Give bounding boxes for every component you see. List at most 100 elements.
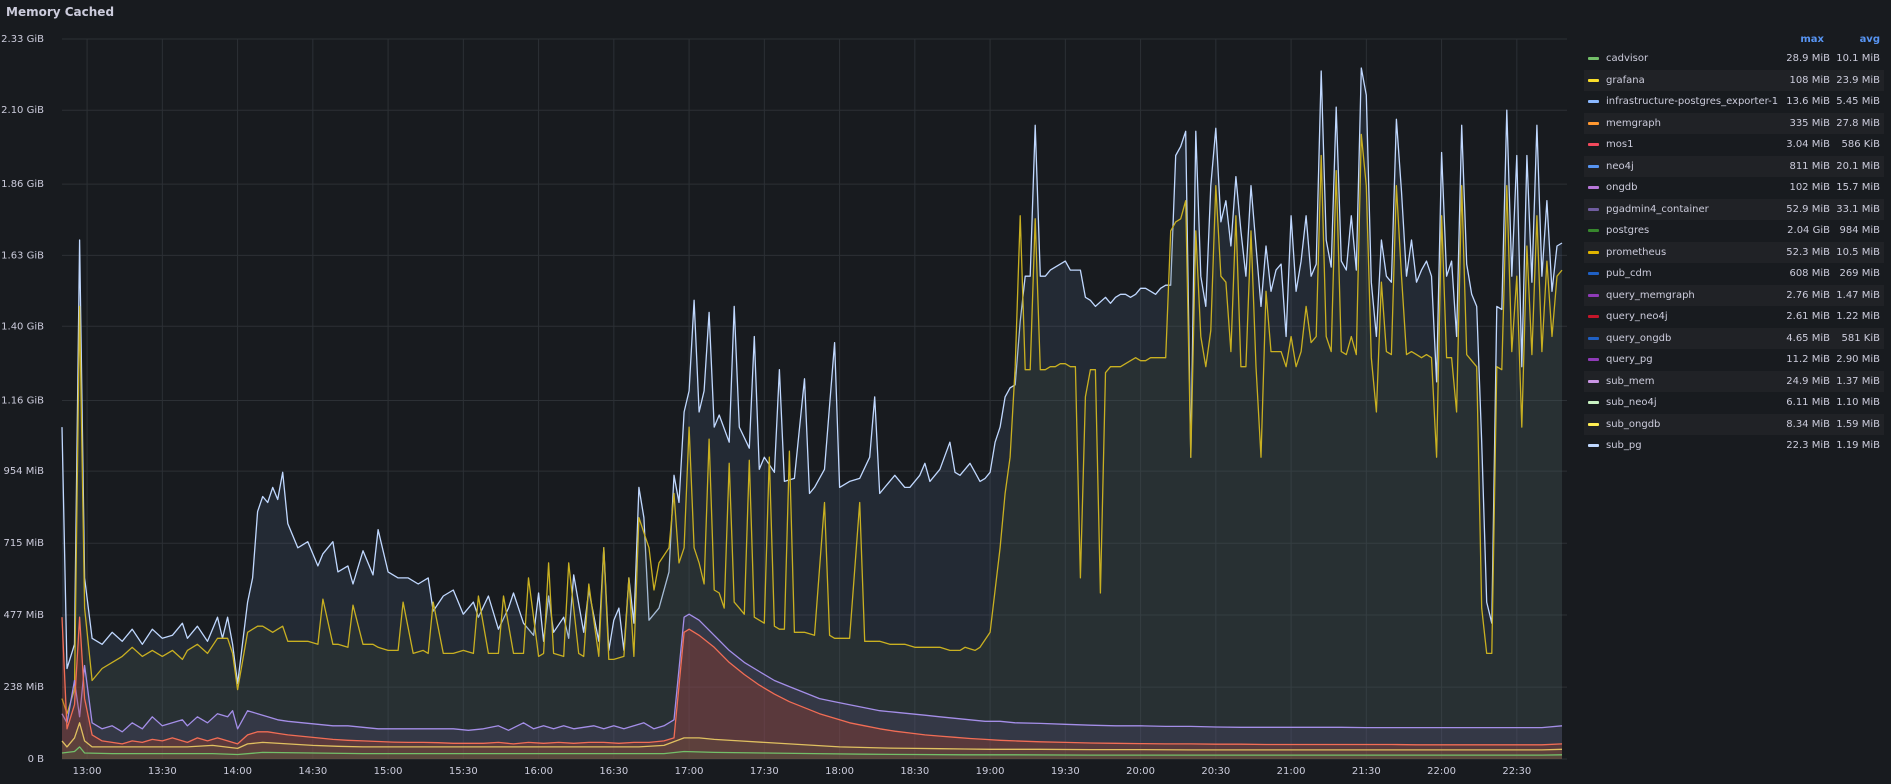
legend-item-query_memgraph[interactable]: query_memgraph 2.76 MiB 1.47 MiB: [1584, 284, 1884, 306]
legend-series-name[interactable]: cadvisor: [1606, 53, 1649, 64]
x-tick-label: 13:30: [148, 766, 177, 777]
legend-avg-value: 20.1 MiB: [1836, 160, 1880, 172]
legend-item-pgadmin4_container[interactable]: pgadmin4_container 52.9 MiB 33.1 MiB: [1584, 198, 1884, 220]
legend-series-name[interactable]: query_neo4j: [1606, 311, 1668, 322]
legend-series-name[interactable]: sub_pg: [1606, 440, 1642, 451]
legend-series-name[interactable]: query_pg: [1606, 354, 1653, 365]
series-area-postgres: [62, 134, 1562, 759]
legend-item-grafana[interactable]: grafana 108 MiB 23.9 MiB: [1584, 69, 1884, 91]
series-color-swatch: [1588, 250, 1599, 254]
x-tick-label: 20:30: [1201, 766, 1230, 777]
legend-item-neo4j[interactable]: neo4j 811 MiB 20.1 MiB: [1584, 155, 1884, 177]
x-tick-label: 13:00: [73, 766, 102, 777]
y-tick-label: 1.40 GiB: [1, 321, 44, 332]
legend-max-value: 24.9 MiB: [1786, 375, 1830, 387]
series-color-swatch: [1588, 207, 1599, 211]
legend-item-cadvisor[interactable]: cadvisor 28.9 MiB 10.1 MiB: [1584, 48, 1884, 70]
series-color-swatch: [1588, 164, 1599, 168]
legend-avg-value: 15.7 MiB: [1836, 182, 1880, 193]
legend-series-name[interactable]: grafana: [1606, 74, 1645, 86]
legend-header-max[interactable]: max: [1800, 34, 1824, 45]
x-axis: 13:00 13:30 14:00 14:30 15:00 15:30 16:00 16:30…: [73, 766, 1532, 777]
x-tick-label: 15:30: [449, 766, 478, 777]
panel-title[interactable]: Memory Cached: [6, 5, 115, 19]
legend-avg-value: 33.1 MiB: [1836, 203, 1880, 215]
legend-item-query_pg[interactable]: query_pg 11.2 MiB 2.90 MiB: [1584, 349, 1884, 371]
legend-max-value: 52.3 MiB: [1786, 246, 1830, 258]
legend-series-name[interactable]: sub_mem: [1606, 375, 1655, 387]
legend-item-query_ongdb[interactable]: query_ongdb 4.65 MiB 581 KiB: [1584, 327, 1884, 349]
legend-series-name[interactable]: pub_cdm: [1606, 268, 1652, 279]
x-tick-label: 22:00: [1427, 766, 1456, 777]
legend-item-postgres[interactable]: postgres 2.04 GiB 984 MiB: [1584, 220, 1884, 242]
legend-series-name[interactable]: neo4j: [1606, 160, 1634, 172]
legend-series-name[interactable]: ongdb: [1606, 182, 1638, 193]
series-line-pgadmin4_container[interactable]: [61, 613, 1563, 733]
series-line-postgres[interactable]: [61, 133, 1563, 715]
legend-item-sub_ongdb[interactable]: sub_ongdb 8.34 MiB 1.59 MiB: [1584, 413, 1884, 435]
legend-series-name[interactable]: sub_neo4j: [1606, 397, 1657, 408]
x-tick-label: 18:30: [900, 766, 929, 777]
legend-item-sub_pg[interactable]: sub_pg 22.3 MiB 1.19 MiB: [1584, 435, 1884, 457]
series-line-cadvisor[interactable]: [61, 746, 1563, 756]
y-tick-label: 2.33 GiB: [1, 34, 44, 45]
y-tick-label: 1.63 GiB: [1, 250, 44, 261]
legend-avg-value: 23.9 MiB: [1836, 74, 1880, 86]
y-tick-label: 477 MiB: [3, 610, 44, 621]
legend-avg-value: 5.45 MiB: [1836, 96, 1880, 107]
legend-avg-value: 581 KiB: [1841, 332, 1880, 344]
series-color-swatch: [1588, 100, 1599, 103]
series-color-swatch: [1588, 358, 1599, 361]
legend-item-sub_mem[interactable]: sub_mem 24.9 MiB 1.37 MiB: [1584, 370, 1884, 392]
legend-item-mos1[interactable]: mos1 3.04 MiB 586 KiB: [1584, 134, 1884, 156]
series-color-swatch: [1588, 401, 1599, 404]
legend-item-prometheus[interactable]: prometheus 52.3 MiB 10.5 MiB: [1584, 241, 1884, 263]
legend-max-value: 2.04 GiB: [1787, 225, 1830, 236]
legend-item-ongdb[interactable]: ongdb 102 MiB 15.7 MiB: [1584, 177, 1884, 199]
legend-series-name[interactable]: infrastructure-postgres_exporter-1: [1606, 96, 1779, 107]
legend-max-value: 52.9 MiB: [1786, 203, 1830, 215]
legend-max-value: 102 MiB: [1789, 182, 1830, 193]
legend-series-name[interactable]: prometheus: [1606, 246, 1667, 258]
legend-header: max avg: [1584, 34, 1884, 48]
series-line-pub_cdm[interactable]: [61, 67, 1563, 685]
legend-max-value: 2.61 MiB: [1786, 311, 1830, 322]
legend-series-name[interactable]: pgadmin4_container: [1606, 203, 1709, 215]
series-color-swatch: [1588, 379, 1599, 383]
legend-series-name[interactable]: memgraph: [1606, 117, 1661, 129]
y-tick-label: 238 MiB: [3, 682, 44, 693]
y-tick-label: 1.16 GiB: [1, 396, 44, 407]
legend-avg-value: 1.19 MiB: [1836, 440, 1880, 451]
y-tick-label: 954 MiB: [3, 466, 44, 477]
legend-series-name[interactable]: sub_ongdb: [1606, 418, 1661, 430]
legend-item-infrastructure-postgres_exporter-1[interactable]: infrastructure-postgres_exporter-1 13.6 M…: [1584, 91, 1884, 113]
legend-avg-value: 1.47 MiB: [1836, 289, 1880, 301]
series-line-grafana[interactable]: [61, 722, 1563, 751]
series-line-memgraph[interactable]: [61, 616, 1563, 746]
legend-item-sub_neo4j[interactable]: sub_neo4j 6.11 MiB 1.10 MiB: [1584, 392, 1884, 414]
legend-max-value: 8.34 MiB: [1786, 418, 1830, 430]
legend-item-memgraph[interactable]: memgraph 335 MiB 27.8 MiB: [1584, 112, 1884, 134]
legend-item-query_neo4j[interactable]: query_neo4j 2.61 MiB 1.22 MiB: [1584, 306, 1884, 328]
y-tick-label: 2.10 GiB: [1, 105, 44, 116]
legend-avg-value: 1.37 MiB: [1836, 375, 1880, 387]
legend-series-name[interactable]: mos1: [1606, 139, 1634, 150]
legend-series-name[interactable]: postgres: [1606, 225, 1650, 236]
legend-series-name[interactable]: query_ongdb: [1606, 332, 1672, 344]
legend-table: max avg cadvisor 28.9 MiB 10.1 MiB grafana 1…: [1584, 34, 1884, 457]
legend-avg-value: 2.90 MiB: [1836, 354, 1880, 365]
x-tick-label: 14:30: [298, 766, 327, 777]
x-tick-label: 22:30: [1502, 766, 1531, 777]
legend-series-name[interactable]: query_memgraph: [1606, 289, 1695, 301]
legend-max-value: 608 MiB: [1789, 268, 1830, 279]
time-series-plot[interactable]: 0 B 238 MiB 477 MiB 715 MiB 954 MiB 1.16 GiB 1…: [0, 0, 1580, 784]
legend-max-value: 22.3 MiB: [1786, 440, 1830, 451]
y-tick-label: 715 MiB: [3, 538, 44, 549]
legend-avg-value: 1.22 MiB: [1836, 311, 1880, 322]
legend-header-avg[interactable]: avg: [1859, 34, 1880, 45]
y-tick-label: 0 B: [28, 754, 45, 765]
series-color-swatch: [1588, 293, 1599, 297]
x-tick-label: 19:30: [1051, 766, 1080, 777]
legend-item-pub_cdm[interactable]: pub_cdm 608 MiB 269 MiB: [1584, 263, 1884, 285]
y-axis: 0 B 238 MiB 477 MiB 715 MiB 954 MiB 1.16 GiB 1…: [1, 34, 44, 765]
